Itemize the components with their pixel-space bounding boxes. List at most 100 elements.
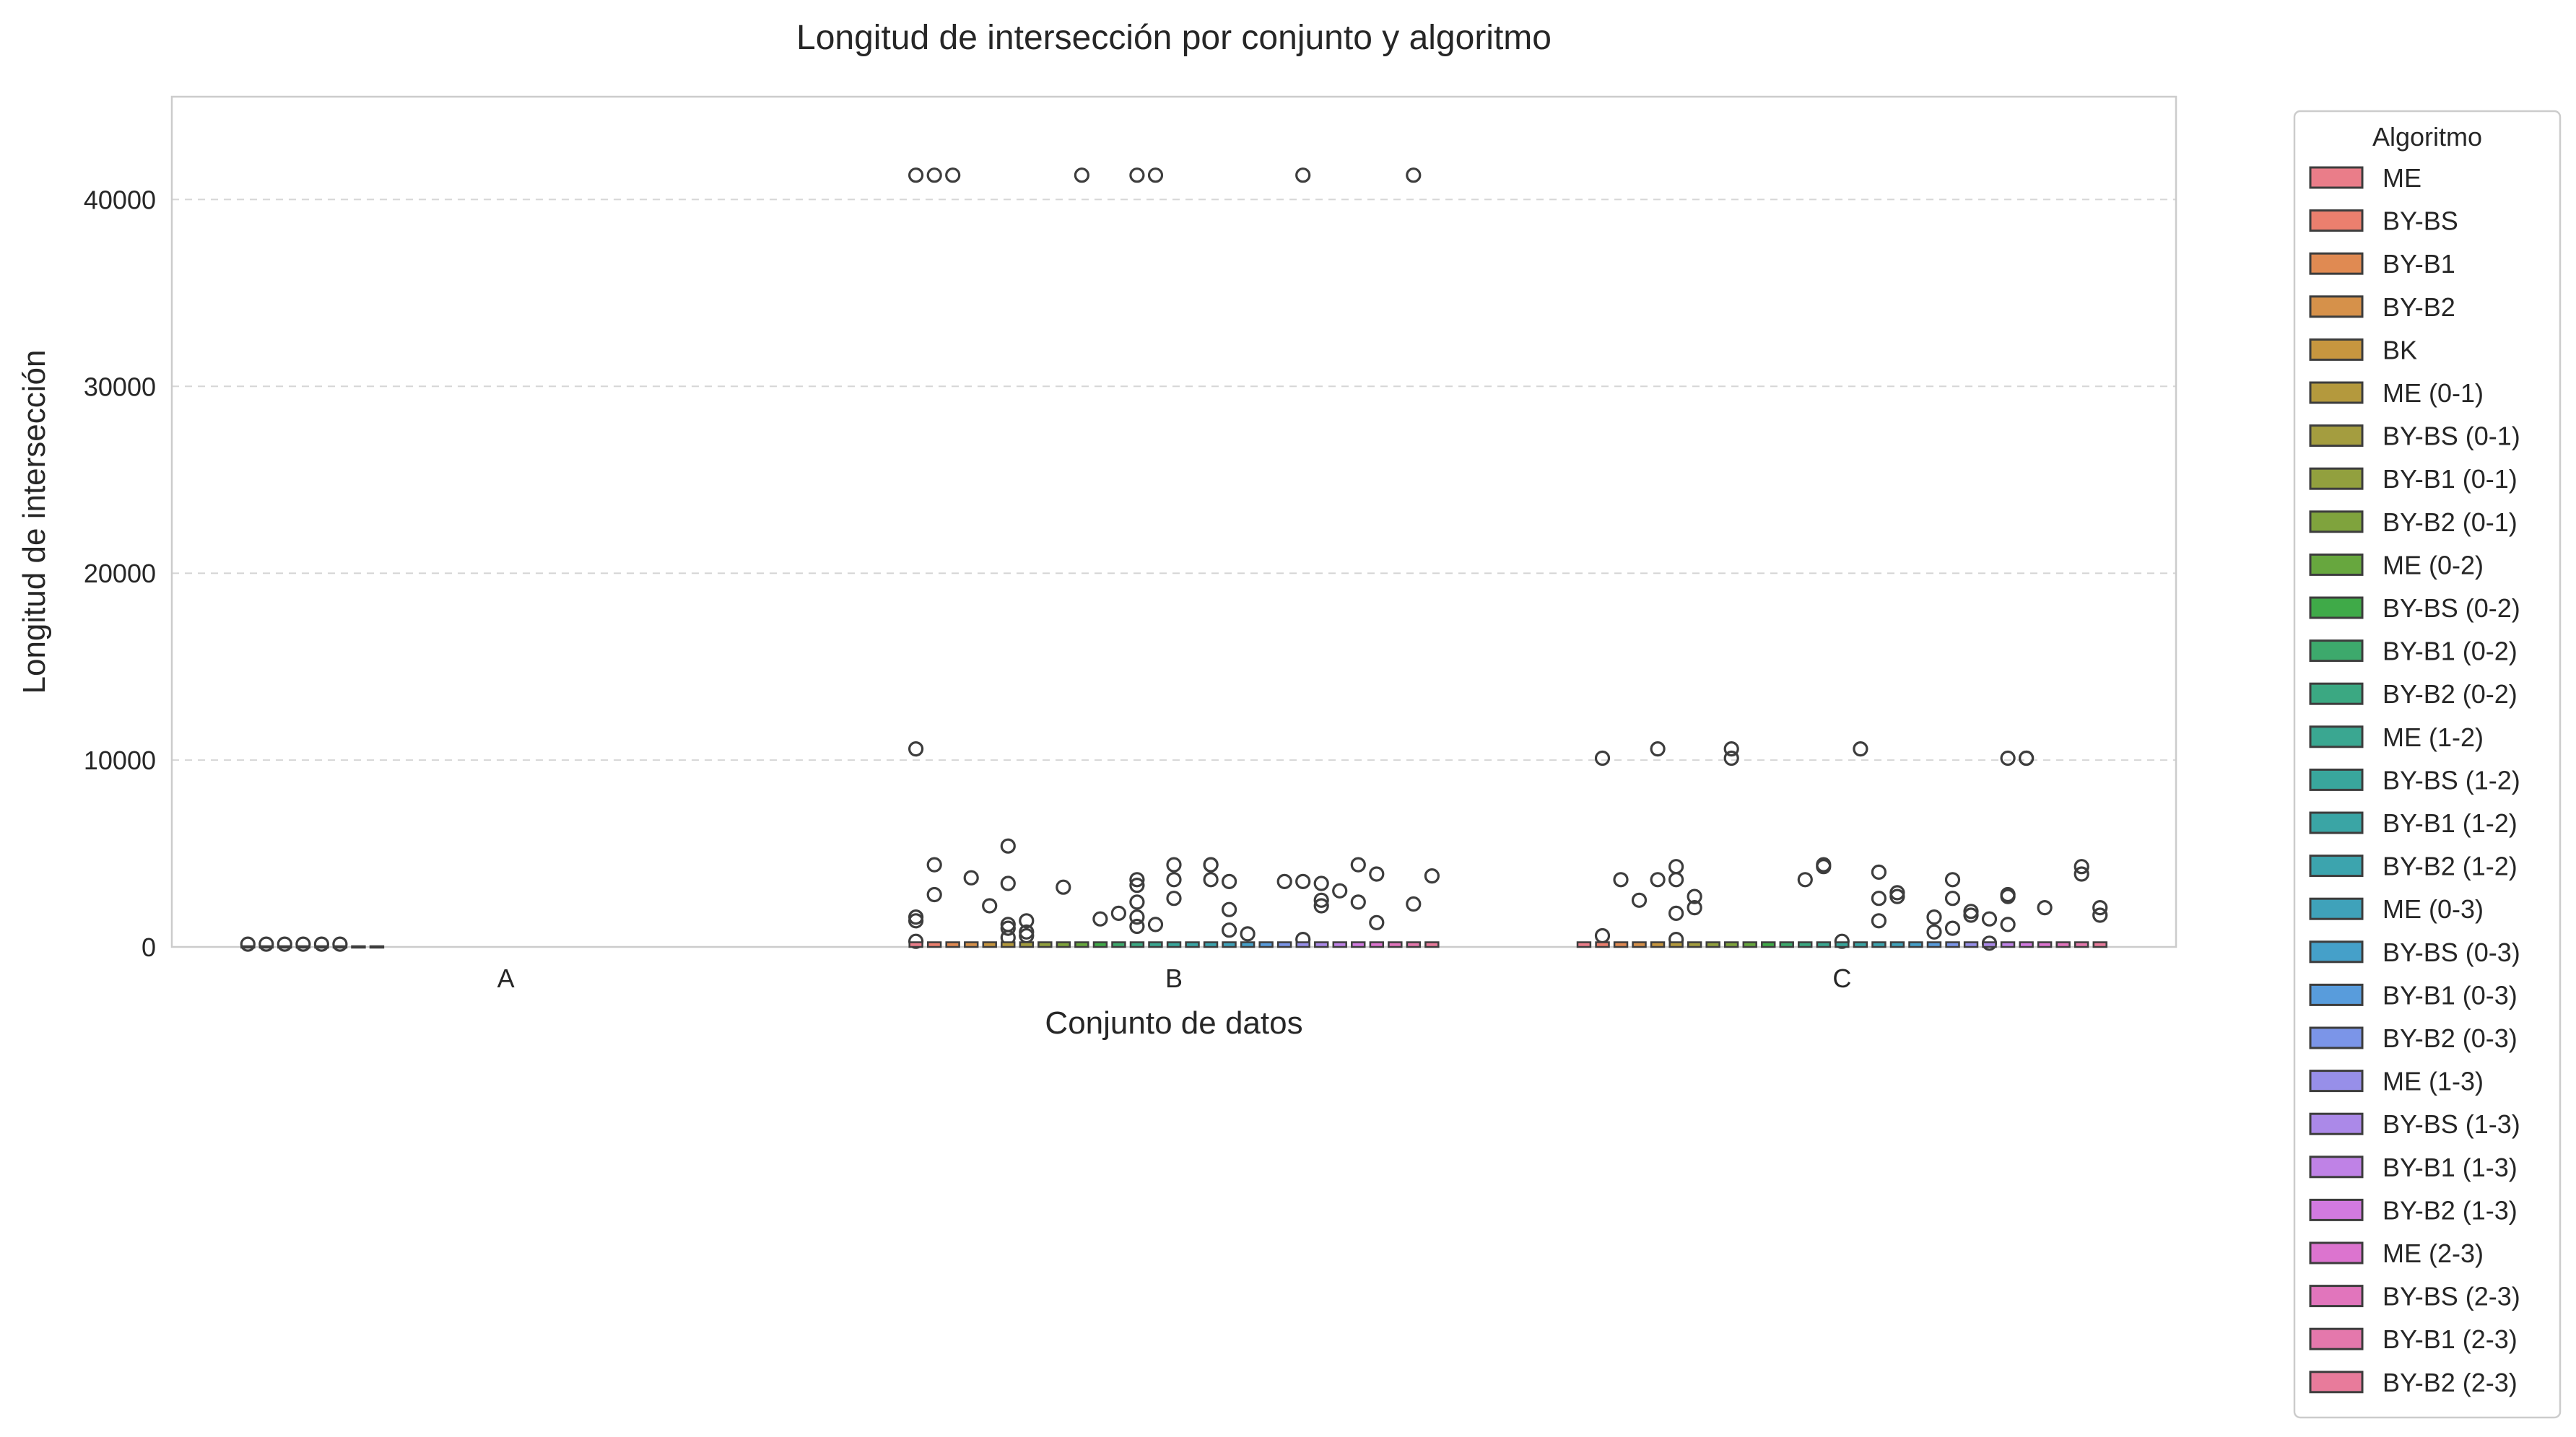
box <box>945 941 960 948</box>
outlier-markers <box>240 167 2108 952</box>
outlier-point <box>945 167 961 183</box>
box <box>1369 941 1385 948</box>
outlier-point <box>2000 888 2016 904</box>
box <box>1650 941 1666 948</box>
legend-title: Algoritmo <box>2372 122 2482 152</box>
outlier-point <box>1687 888 1702 904</box>
legend-swatch <box>2309 252 2364 275</box>
outlier-point <box>1129 918 1145 935</box>
outlier-point <box>908 913 924 929</box>
box <box>1129 941 1145 948</box>
box <box>1240 941 1256 948</box>
box <box>1203 941 1219 948</box>
box <box>1835 941 1850 948</box>
outlier-point <box>1000 838 1016 854</box>
box <box>1632 941 1647 948</box>
box <box>277 945 292 949</box>
legend-swatch <box>2309 1327 2364 1350</box>
box <box>2037 941 2053 948</box>
legend-swatch <box>2309 940 2364 964</box>
legend-label: BK <box>2383 335 2417 364</box>
outlier-point <box>1221 873 1237 890</box>
outlier-point <box>2000 917 2016 932</box>
box <box>2055 941 2071 948</box>
legend-swatch <box>2309 768 2364 791</box>
legend-label: BY-B1 (2-3) <box>2383 1324 2518 1354</box>
y-axis-label: Longitud de intersección <box>17 350 52 694</box>
outlier-point <box>1650 872 1666 888</box>
legend-swatch <box>2309 1070 2364 1093</box>
box <box>1926 941 1942 948</box>
box <box>1001 941 1016 948</box>
outlier-point <box>1000 875 1016 891</box>
y-tick-label: 30000 <box>84 372 156 401</box>
outlier-point <box>1963 907 1979 923</box>
outlier-point <box>1295 873 1311 890</box>
outlier-point <box>2000 750 2016 766</box>
outlier-point <box>1350 857 1366 873</box>
legend-swatch <box>2309 338 2364 361</box>
outlier-point <box>1631 892 1648 908</box>
box <box>240 945 256 949</box>
legend-label: BY-B2 <box>2383 292 2455 322</box>
legend-swatch <box>2309 553 2364 576</box>
legend-label: ME (0-3) <box>2383 894 2484 924</box>
outlier-point <box>1926 909 1942 925</box>
box <box>1779 941 1794 948</box>
outlier-point <box>1295 167 1311 183</box>
legend-label: ME (0-1) <box>2383 378 2484 408</box>
outlier-point <box>1332 883 1348 899</box>
box <box>1111 941 1126 948</box>
legend-label: BY-B2 (0-1) <box>2383 507 2518 537</box>
outlier-point <box>1723 741 1739 757</box>
legend-label: BY-BS <box>2383 206 2458 236</box>
y-tick-label: 10000 <box>84 746 156 775</box>
outlier-point <box>1092 911 1108 927</box>
x-axis-label: Conjunto de datos <box>1045 1005 1302 1041</box>
box <box>1816 941 1832 948</box>
outlier-point <box>982 898 998 914</box>
legend-label: BY-BS (2-3) <box>2383 1282 2520 1311</box>
box <box>1982 941 1997 948</box>
outlier-point <box>1369 914 1385 930</box>
outlier-point <box>1871 913 1887 929</box>
legend-label: BY-BS (1-2) <box>2383 765 2520 795</box>
box <box>1798 941 1813 948</box>
outlier-point <box>1129 909 1145 925</box>
outlier-point <box>1147 917 1164 932</box>
outlier-point <box>1019 913 1035 929</box>
legend-label: BY-B1 <box>2383 249 2455 279</box>
outlier-point <box>908 741 924 757</box>
box <box>1668 941 1684 948</box>
legend-swatch <box>2309 682 2364 705</box>
legend-swatch <box>2309 1198 2364 1221</box>
legend-label: ME (1-2) <box>2383 722 2484 752</box>
box <box>1963 941 1979 948</box>
legend-swatch <box>2309 1026 2364 1049</box>
box <box>258 945 274 949</box>
legend-swatch <box>2309 725 2364 748</box>
legend-swatch <box>2309 1371 2364 1394</box>
outlier-point <box>963 870 979 886</box>
box <box>295 945 311 949</box>
box <box>369 945 385 949</box>
box <box>1613 941 1629 948</box>
legend-label: ME <box>2383 163 2421 193</box>
box <box>1314 941 1329 948</box>
outlier-point <box>1313 892 1329 908</box>
legend-label: BY-BS (0-3) <box>2383 938 2520 967</box>
outlier-point <box>1871 864 1887 881</box>
legend-label: BY-B2 (2-3) <box>2383 1368 2518 1397</box>
box <box>1037 941 1053 948</box>
outlier-point <box>2092 899 2108 916</box>
legend-swatch <box>2309 897 2364 920</box>
axes: 0 10000 20000 30000 40000 A B C <box>84 185 1851 993</box>
outlier-point <box>1797 872 1813 888</box>
legend-label: BY-B2 (1-3) <box>2383 1195 2518 1225</box>
legend-swatch <box>2309 1112 2364 1135</box>
box <box>1761 941 1776 948</box>
outlier-point <box>908 167 924 183</box>
legend-label: BY-B2 (0-2) <box>2383 679 2518 709</box>
legend: Algoritmo ME BY-BS BY-B1 BY-B2 BK ME (0-1) BY-… <box>2293 110 2562 1419</box>
outlier-point <box>926 886 942 903</box>
